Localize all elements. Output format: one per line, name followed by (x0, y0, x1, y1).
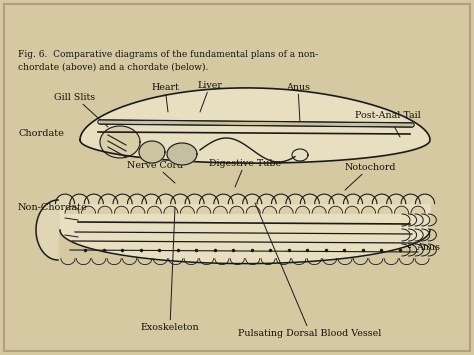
Polygon shape (60, 204, 430, 264)
Polygon shape (401, 194, 420, 204)
Polygon shape (272, 194, 291, 204)
Polygon shape (213, 206, 228, 213)
Polygon shape (358, 194, 377, 204)
Polygon shape (214, 194, 233, 204)
Text: Digestive Tube: Digestive Tube (209, 158, 281, 187)
Text: Post-Anal Tail: Post-Anal Tail (355, 110, 421, 137)
Polygon shape (114, 206, 128, 213)
Text: Fig. 6.  Comparative diagrams of the fundamental plans of a non-
chordate (above: Fig. 6. Comparative diagrams of the fund… (18, 50, 318, 71)
Polygon shape (128, 194, 146, 204)
Polygon shape (70, 194, 89, 204)
Polygon shape (257, 194, 276, 204)
Polygon shape (180, 206, 194, 213)
Polygon shape (344, 194, 363, 204)
Polygon shape (113, 194, 132, 204)
Polygon shape (362, 206, 375, 213)
Polygon shape (328, 206, 343, 213)
Polygon shape (286, 194, 305, 204)
Text: Gill Slits: Gill Slits (55, 93, 108, 127)
Polygon shape (279, 206, 293, 213)
Polygon shape (147, 206, 161, 213)
Text: Exoskeleton: Exoskeleton (141, 207, 199, 332)
Polygon shape (55, 194, 74, 204)
Polygon shape (263, 206, 277, 213)
Polygon shape (167, 143, 197, 165)
Polygon shape (131, 206, 145, 213)
Polygon shape (345, 206, 359, 213)
Polygon shape (100, 126, 140, 158)
Text: Chordate: Chordate (18, 129, 64, 137)
Polygon shape (315, 194, 334, 204)
Polygon shape (139, 141, 165, 163)
Polygon shape (36, 200, 58, 260)
Text: Anus: Anus (286, 82, 310, 123)
Polygon shape (301, 194, 319, 204)
Polygon shape (329, 194, 348, 204)
Text: Nerve Cord: Nerve Cord (127, 160, 183, 183)
Polygon shape (372, 194, 392, 204)
Polygon shape (228, 194, 247, 204)
Polygon shape (411, 206, 425, 213)
Text: Anus: Anus (416, 242, 440, 251)
Polygon shape (312, 206, 326, 213)
Text: Notochord: Notochord (344, 163, 396, 190)
Polygon shape (394, 206, 409, 213)
Polygon shape (84, 194, 103, 204)
Polygon shape (230, 206, 244, 213)
Polygon shape (378, 206, 392, 213)
Text: Pulsating Dorsal Blood Vessel: Pulsating Dorsal Blood Vessel (238, 203, 382, 338)
Polygon shape (156, 194, 175, 204)
Polygon shape (98, 206, 112, 213)
Polygon shape (387, 194, 406, 204)
Polygon shape (296, 206, 310, 213)
Polygon shape (416, 194, 435, 204)
Polygon shape (243, 194, 262, 204)
Text: Liver: Liver (198, 81, 222, 112)
Polygon shape (197, 206, 211, 213)
Polygon shape (246, 206, 260, 213)
Polygon shape (164, 206, 178, 213)
Polygon shape (65, 206, 79, 213)
Polygon shape (82, 206, 95, 213)
Polygon shape (80, 88, 430, 163)
Polygon shape (99, 194, 118, 204)
Polygon shape (200, 194, 219, 204)
Text: Heart: Heart (151, 82, 179, 112)
Polygon shape (171, 194, 190, 204)
Polygon shape (185, 194, 204, 204)
Polygon shape (142, 194, 161, 204)
Text: Non-Chordate: Non-Chordate (18, 202, 88, 212)
